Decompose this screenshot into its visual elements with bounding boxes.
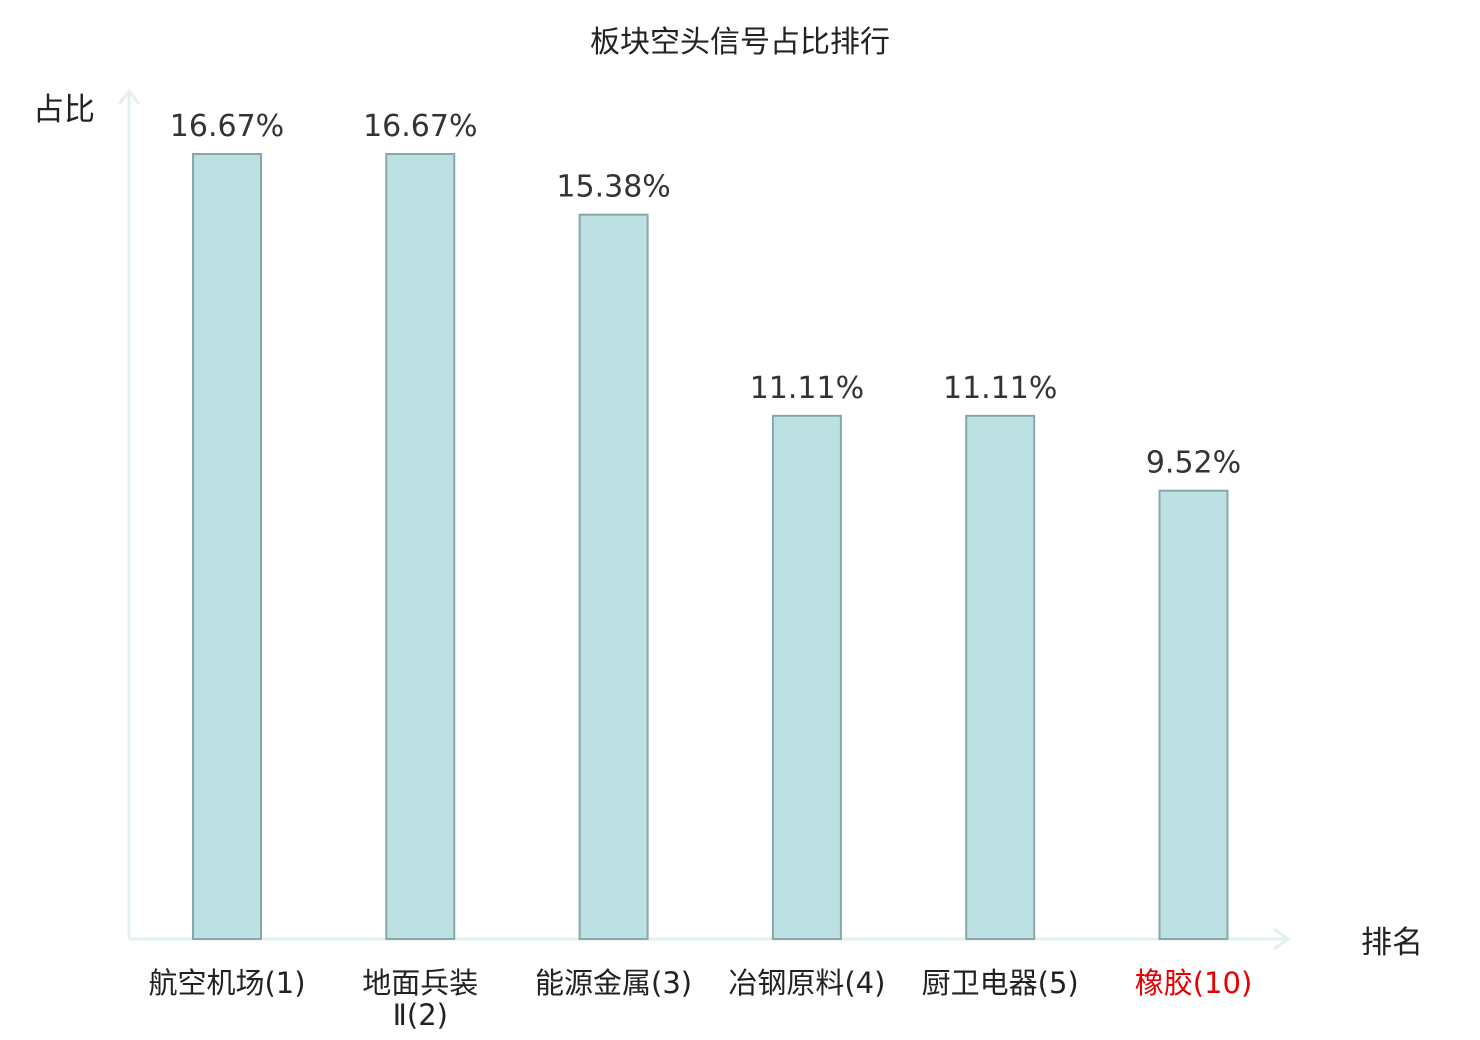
value-label-5: 11.11% — [943, 371, 1057, 406]
value-label-6: 9.52% — [1146, 446, 1241, 481]
bar-3 — [578, 213, 649, 940]
category-label-5: 厨卫电器(5) — [922, 966, 1079, 1000]
bar-5 — [965, 414, 1036, 940]
value-label-3: 15.38% — [556, 170, 670, 205]
category-label-line-1: 地面兵装 — [362, 966, 478, 1000]
category-label-3: 能源金属(3) — [535, 966, 692, 1000]
bar-6 — [1158, 489, 1229, 940]
category-label-2: 地面兵装 Ⅱ(2) — [362, 966, 478, 1032]
category-labels-group: 航空机场(1) 地面兵装 Ⅱ(2) 能源金属(3) 冶钢原料(4) 厨卫电器(5) 橡胶(1… — [148, 966, 1252, 1032]
bars-group — [192, 153, 1229, 940]
value-label-2: 16.67% — [363, 109, 477, 144]
bar-4 — [771, 414, 842, 940]
y-axis-arrow — [117, 88, 141, 105]
y-axis-label: 占比 — [33, 92, 95, 128]
bar-1 — [192, 153, 262, 940]
value-labels-group: 16.67% 16.67% 15.38% 11.11% 11.11% 9.52% — [170, 109, 1241, 481]
bar-2 — [385, 153, 456, 940]
value-label-4: 11.11% — [750, 371, 864, 406]
category-label-1: 航空机场(1) — [148, 966, 305, 1000]
category-label-4: 冶钢原料(4) — [728, 966, 885, 1000]
chart-title: 板块空头信号占比排行 — [590, 25, 890, 60]
axes — [117, 88, 1291, 951]
value-label-1: 16.67% — [170, 109, 284, 144]
x-axis-label: 排名 — [1361, 925, 1423, 961]
category-label-line-2: Ⅱ(2) — [393, 998, 448, 1032]
category-label-6: 橡胶(10) — [1135, 966, 1253, 1000]
x-axis-arrow — [1273, 927, 1291, 951]
